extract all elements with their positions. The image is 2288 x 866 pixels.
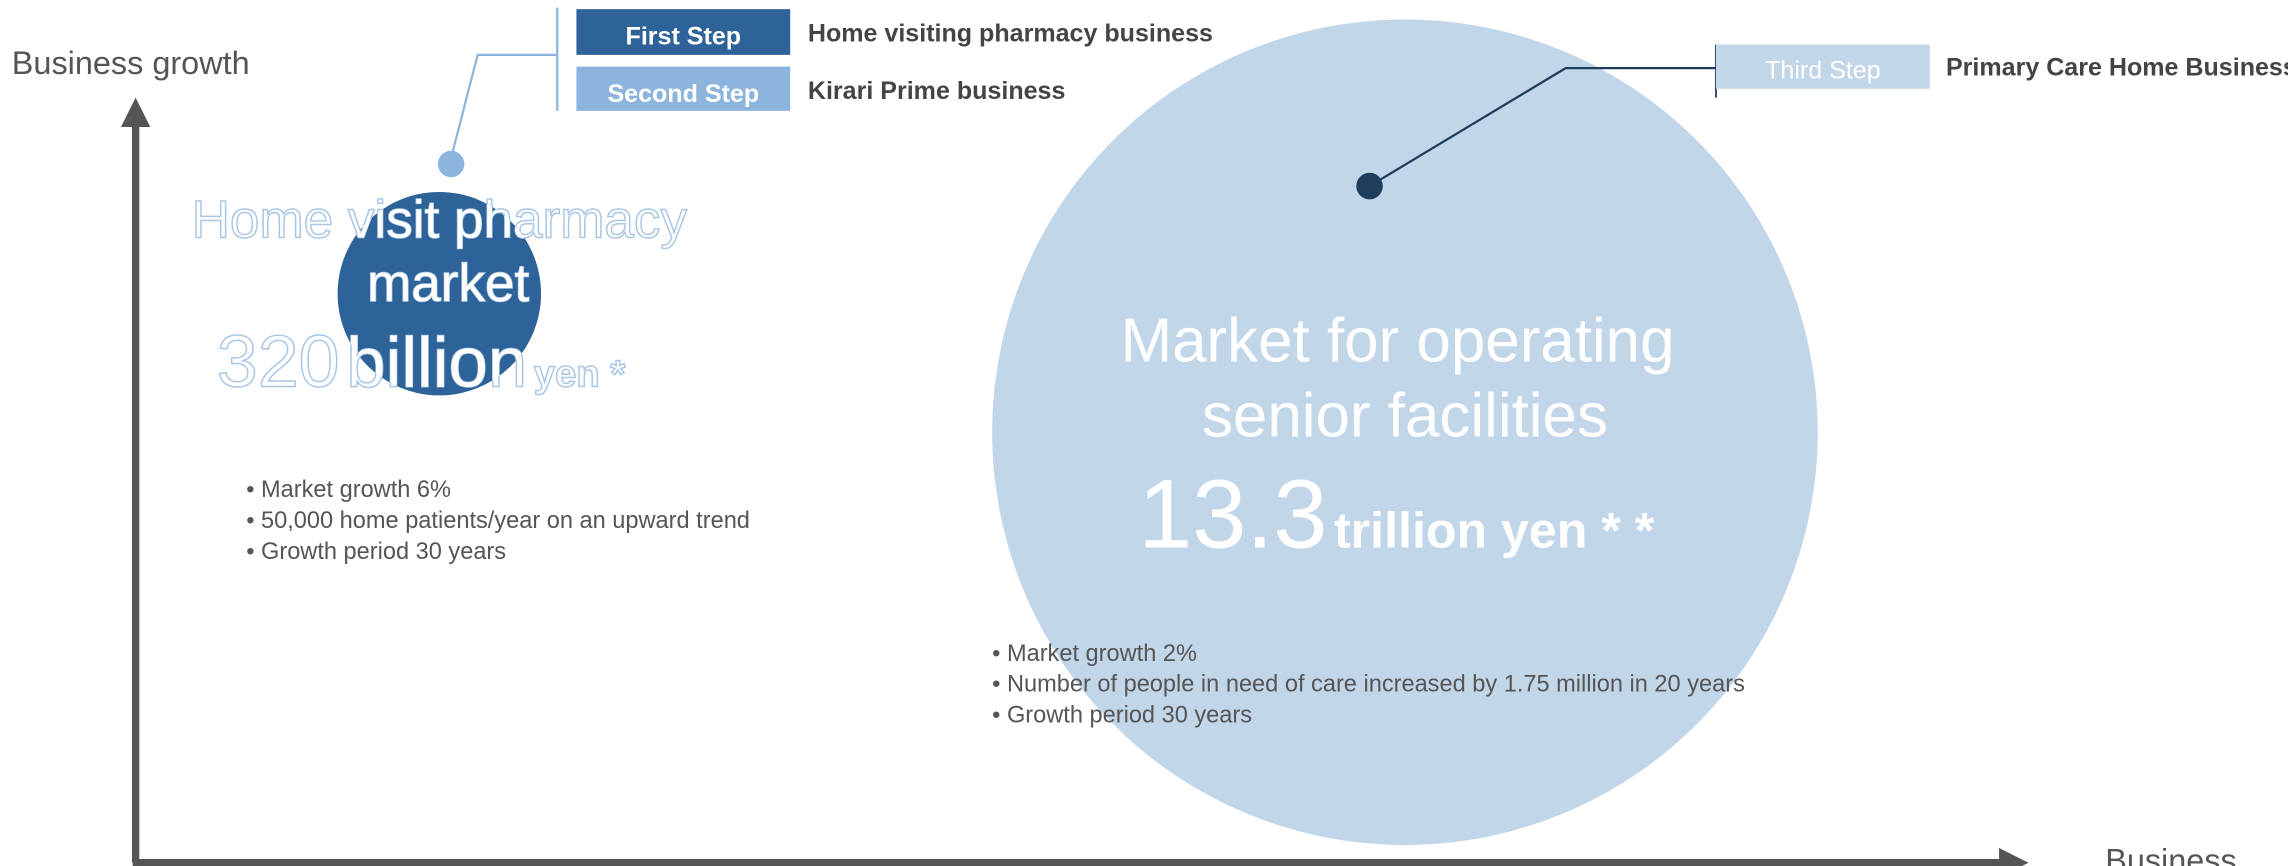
bullet-text: Growth period 30 years [261,538,506,564]
y-axis-label: Business growth [12,45,250,81]
bullet-text: 50,000 home patients/year on an upward t… [261,507,750,533]
step-label: First Step [626,23,742,51]
senior-market-bubble [992,19,1818,846]
bullet: • Growth period 30 years [246,538,506,564]
bullet-list: • Market growth 2% • Number of people in… [992,640,1745,728]
market-amount-line: 13.3 trillion yen * * [1138,459,1655,568]
x-axis-label: Business [2105,843,2237,866]
connector [1368,67,1716,188]
bullet: • Growth period 30 years [992,702,1252,728]
bullet-text: Growth period 30 years [1007,702,1252,728]
bullet: • Market growth 6% [246,476,451,502]
bullet-list: • Market growth 6% • 50,000 home patient… [246,476,750,564]
market-title: Market for operating [1121,307,1675,376]
bullet-text: Market growth 6% [261,476,451,502]
market-suffix: yen * [534,353,626,396]
step-description: Kirari Prime business [808,77,1066,105]
step-description: Primary Care Home Business [1946,54,2288,82]
step-description: Home visiting pharmacy business [808,20,1213,48]
market-unit: billion [346,323,527,402]
bullet: • 50,000 home patients/year on an upward… [246,507,750,533]
connector-dot [437,150,465,178]
market-title: Home visit pharmacy [192,191,688,250]
step-box [1716,44,1930,89]
bullet-text: Number of people in need of care increas… [1007,671,1745,697]
pharmacy-market-bubble [337,191,542,396]
bullet: • Number of people in need of care incre… [992,671,1745,697]
market-title: market [367,254,529,313]
market-amount-line: 320 billion yen * [217,320,626,403]
bullet: • Market growth 2% [992,640,1197,666]
market-unit: trillion yen * * [1334,502,1655,558]
step-label: Third Step [1765,56,1881,84]
connector [451,53,558,153]
market-amount: 13.3 [1138,459,1327,568]
step-box [576,9,791,55]
connector-dot [1356,172,1383,200]
step-label: Second Step [607,80,759,108]
market-amount: 320 [217,320,340,403]
senior-market-text: Market for operating senior facilities 1… [1121,307,1675,569]
market-outline-text: Home visit pharmacy market 320 billion y… [191,190,688,403]
market-title: senior facilities [1202,382,1608,451]
market-title: market [367,254,529,313]
bullet-text: Market growth 2% [1007,640,1197,666]
step-box [576,66,791,111]
